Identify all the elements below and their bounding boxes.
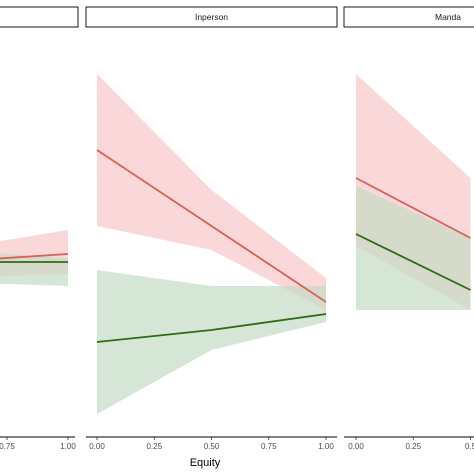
x-tick-label: 0.00 bbox=[348, 442, 364, 451]
strip-label-right: Manda bbox=[435, 12, 461, 22]
x-tick-label: 0.75 bbox=[0, 442, 15, 451]
x-tick-label: 0.25 bbox=[405, 442, 421, 451]
confidence-band-red-panel-1 bbox=[97, 74, 326, 310]
x-tick-label: 0.25 bbox=[146, 442, 162, 451]
x-axis-title: Equity bbox=[190, 457, 221, 469]
x-tick-label: 0.75 bbox=[261, 442, 277, 451]
x-tick-label: 0.5 bbox=[465, 442, 474, 451]
x-tick-label: 1.00 bbox=[60, 442, 76, 451]
series-line-green-panel-2 bbox=[355, 233, 471, 291]
x-tick-label: 0.00 bbox=[89, 442, 105, 451]
series-line-red-panel-0 bbox=[0, 253, 69, 260]
strip-right: Manda bbox=[343, 6, 474, 28]
x-axis-ticks: 0.75 1.00 0.00 0.25 0.50 0.75 1.00 0.00 0.25 0.5 bbox=[0, 437, 474, 451]
panel-right bbox=[355, 74, 471, 310]
confidence-band-green-panel-1 bbox=[97, 270, 326, 414]
confidence-band-green-panel-2 bbox=[356, 186, 471, 310]
panel-center bbox=[96, 74, 327, 414]
x-tick-label: 1.00 bbox=[318, 442, 334, 451]
panel-left bbox=[0, 230, 69, 286]
strip-center: Inperson bbox=[85, 6, 338, 28]
strip-label-center: Inperson bbox=[195, 12, 228, 22]
series-line-red-panel-2 bbox=[355, 177, 471, 239]
x-tick-label: 0.50 bbox=[204, 442, 220, 451]
series-line-green-panel-1 bbox=[96, 313, 327, 343]
series-line-red-panel-1 bbox=[96, 149, 327, 303]
strip-left bbox=[0, 6, 79, 28]
